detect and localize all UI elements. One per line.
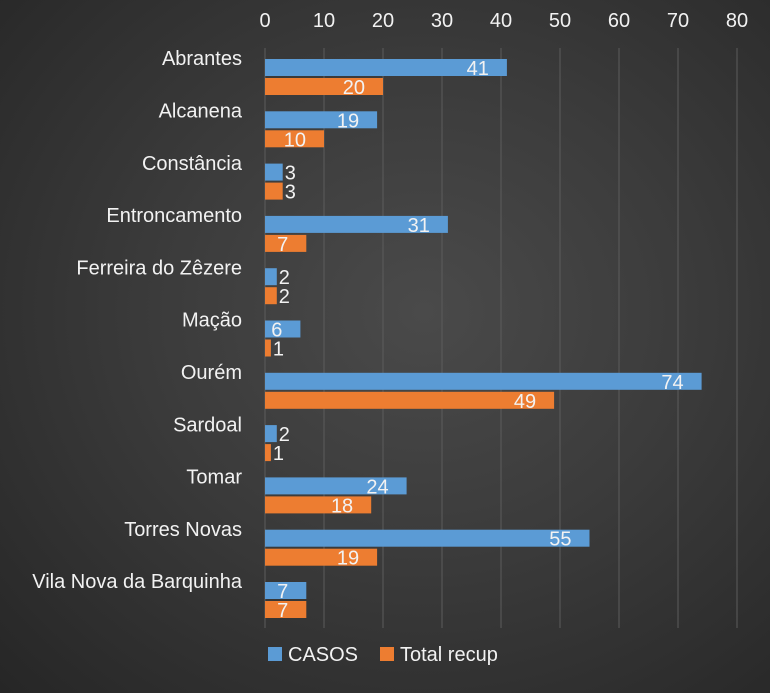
- total-recup-bar: [265, 496, 372, 514]
- x-tick-label: 70: [667, 10, 689, 32]
- casos-bar: [265, 372, 702, 390]
- x-tick-label: 30: [431, 10, 453, 32]
- x-tick-label: 0: [259, 10, 270, 32]
- data-label: 55: [549, 529, 571, 551]
- legend-label: Total recup: [400, 644, 498, 666]
- data-label: 19: [337, 110, 359, 132]
- category-label: Mação: [182, 310, 242, 332]
- data-label: 2: [279, 286, 290, 308]
- casos-bar: [265, 111, 378, 129]
- x-tick-label: 40: [490, 10, 512, 32]
- x-tick-label: 20: [372, 10, 394, 32]
- total-recup-bar: [265, 130, 324, 148]
- category-label: Tomar: [186, 467, 242, 489]
- category-label: Abrantes: [162, 48, 242, 70]
- casos-bar: [265, 215, 448, 233]
- data-label: 24: [366, 476, 388, 498]
- category-label: Vila Nova da Barquinha: [32, 571, 243, 593]
- data-label: 31: [408, 215, 430, 237]
- category-labels: Abrantes Alcanena Constância Entroncamento F…: [32, 48, 243, 593]
- data-label: 1: [273, 339, 284, 361]
- data-label: 6: [271, 320, 282, 342]
- x-tick-label: 10: [313, 10, 335, 32]
- casos-bar: [265, 163, 283, 181]
- category-label: Torres Novas: [124, 519, 242, 541]
- legend: CASOS Total recup: [268, 644, 498, 666]
- category-label: Ferreira do Zêzere: [76, 257, 242, 279]
- data-label: 74: [661, 372, 683, 394]
- data-label: 49: [514, 391, 536, 413]
- legend-label: CASOS: [288, 644, 358, 666]
- casos-bar: [265, 59, 507, 76]
- data-label: 3: [285, 163, 296, 185]
- casos-bar: [265, 320, 301, 338]
- data-label: 10: [284, 129, 306, 151]
- legend-swatch: [268, 647, 282, 661]
- data-label: 7: [277, 600, 288, 622]
- data-label: 3: [285, 182, 296, 204]
- x-tick-label: 50: [549, 10, 571, 32]
- total-recup-bar: [265, 339, 271, 357]
- category-label: Sardoal: [173, 414, 242, 436]
- casos-bar: [265, 582, 307, 599]
- total-recup-bar: [265, 601, 307, 618]
- category-label: Ourém: [181, 362, 242, 384]
- total-recup-bar: [265, 444, 271, 462]
- data-label: 18: [331, 495, 353, 517]
- bars: [265, 59, 702, 618]
- data-label: 20: [343, 77, 365, 99]
- total-recup-bar: [265, 182, 283, 200]
- casos-bar: [265, 529, 590, 547]
- total-recup-bar: [265, 78, 383, 95]
- data-label: 2: [279, 424, 290, 446]
- total-recup-bar: [265, 548, 378, 566]
- casos-bar: [265, 425, 277, 443]
- total-recup-bar: [265, 287, 277, 305]
- data-label: 2: [279, 267, 290, 289]
- category-label: Constância: [142, 153, 243, 175]
- casos-bar: [265, 268, 277, 286]
- x-tick-label: 60: [608, 10, 630, 32]
- x-axis-ticks: 0 10 20 30 40 50 60 70 80: [259, 10, 748, 32]
- data-label: 7: [277, 234, 288, 256]
- category-label: Alcanena: [159, 100, 243, 122]
- legend-swatch: [380, 647, 394, 661]
- data-label: 1: [273, 443, 284, 465]
- casos-bar: [265, 477, 407, 495]
- category-label: Entroncamento: [106, 205, 242, 227]
- total-recup-bar: [265, 391, 555, 409]
- data-label: 7: [277, 581, 288, 603]
- x-tick-label: 80: [726, 10, 748, 32]
- total-recup-bar: [265, 234, 307, 252]
- data-label: 41: [467, 58, 489, 80]
- data-label: 19: [337, 548, 359, 570]
